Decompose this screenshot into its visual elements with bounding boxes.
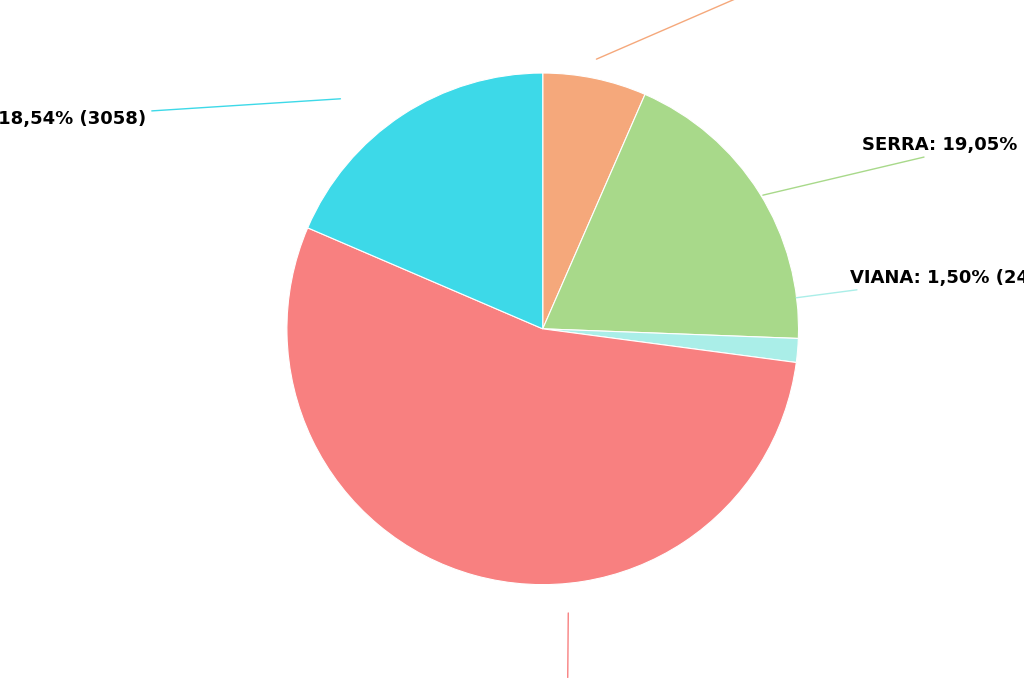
Wedge shape	[543, 94, 799, 338]
Wedge shape	[543, 73, 645, 329]
Wedge shape	[543, 329, 799, 363]
Text: CARIACICA: 6,55% (1080): CARIACICA: 6,55% (1080)	[596, 0, 941, 59]
Text: SERRA: 19,05% (3142): SERRA: 19,05% (3142)	[763, 136, 1024, 195]
Text: VIANA: 1,50% (248): VIANA: 1,50% (248)	[796, 268, 1024, 298]
Text: VILA VELHA: 54,36% (8965): VILA VELHA: 54,36% (8965)	[428, 613, 708, 678]
Wedge shape	[287, 228, 797, 584]
Wedge shape	[307, 73, 543, 329]
Text: VITORIA: 18,54% (3058): VITORIA: 18,54% (3058)	[0, 99, 340, 128]
